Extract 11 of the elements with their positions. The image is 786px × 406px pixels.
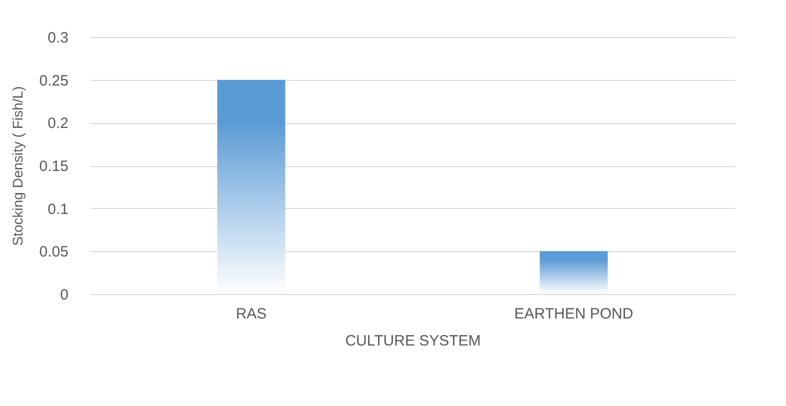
- y-tick-label: 0.15: [39, 158, 68, 175]
- y-tick-label: 0.25: [39, 72, 68, 90]
- y-tick-label: 0.3: [48, 30, 68, 46]
- y-tick-label: 0.2: [48, 115, 68, 132]
- y-tick-label: 0.1: [48, 200, 68, 218]
- y-axis-title: Stocking Density ( Fish/L): [9, 86, 26, 246]
- x-axis-title: CULTURE SYSTEM: [345, 332, 481, 350]
- x-tick-label: RAS: [236, 306, 267, 322]
- y-tick-label: 0: [60, 286, 68, 304]
- y-tick-label: 0.05: [39, 244, 68, 261]
- x-tick-label: EARTHEN POND: [514, 306, 634, 322]
